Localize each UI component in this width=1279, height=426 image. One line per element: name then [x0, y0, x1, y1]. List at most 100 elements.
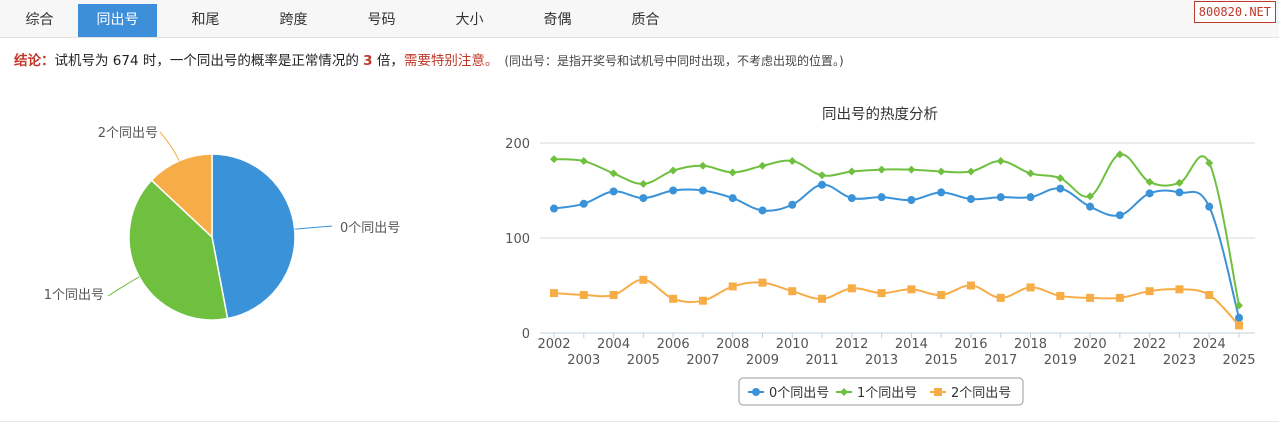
x-tick-label: 2010: [776, 337, 809, 352]
conclusion-note: (同出号：是指开奖号和试机号中同时出现，不考虑出现的位置。): [504, 54, 844, 68]
data-point-1: [639, 179, 648, 188]
conclusion-label: 结论：: [14, 53, 55, 69]
legend-marker-1: [840, 388, 848, 396]
data-point-2: [1235, 321, 1243, 330]
data-point-0: [1026, 193, 1035, 202]
data-point-1: [728, 168, 737, 177]
tab-numbers[interactable]: 号码: [367, 12, 396, 28]
x-tick-label: 2019: [1044, 353, 1077, 368]
legend-label-2: 2个同出号: [951, 386, 1011, 401]
site-watermark: 800820.NET: [1193, 1, 1276, 23]
x-tick-label: 2015: [925, 353, 958, 368]
tab-prime-composite[interactable]: 质合: [631, 12, 660, 28]
chart-legend: 0个同出号 1个同出号 2个同出号: [738, 377, 1024, 406]
data-point-1: [1235, 301, 1243, 310]
line-chart: 同出号的热度分析 0 100 200 200220032004200520062007…: [505, 106, 1256, 406]
data-point-2: [818, 294, 827, 303]
x-tick-label: 2011: [805, 353, 838, 368]
x-tick-label: 2022: [1133, 337, 1166, 352]
data-point-0: [877, 193, 886, 202]
conclusion-text-2: 倍，: [372, 53, 404, 69]
data-point-0: [1205, 202, 1214, 211]
y-tick-label: 200: [505, 137, 530, 152]
pie-connector-0: [294, 225, 333, 230]
x-tick-label: 2018: [1014, 337, 1047, 352]
series-line-2: [553, 278, 1240, 327]
data-point-2: [728, 282, 737, 291]
series-line-1: [553, 153, 1240, 306]
tab-bar: 综合 同出号 和尾 跨度 号码 大小 奇偶 质合: [0, 0, 1279, 38]
x-tick-label: 2016: [954, 337, 987, 352]
data-point-1: [669, 166, 678, 175]
chart-title: 同出号的热度分析: [822, 106, 938, 123]
data-point-1: [1026, 169, 1035, 178]
x-tick-label: 2023: [1163, 353, 1196, 368]
x-tick-label: 2020: [1074, 337, 1107, 352]
data-point-0: [937, 188, 946, 197]
data-point-1: [877, 165, 886, 174]
x-tick-label: 2014: [895, 337, 928, 352]
conclusion-text: 试机号为 674 时，一个同出号的概率是正常情况的: [54, 53, 364, 69]
x-tick-label: 2003: [567, 353, 600, 368]
legend-box: [738, 377, 1024, 406]
x-tick-label: 2012: [835, 337, 868, 352]
data-point-2: [788, 287, 797, 296]
data-point-2: [1115, 293, 1124, 302]
legend-marker-0: [752, 388, 760, 396]
x-tick-label: 2017: [984, 353, 1017, 368]
legend-marker-2: [934, 388, 942, 396]
data-point-2: [1205, 291, 1214, 299]
data-point-0: [550, 204, 558, 213]
data-point-0: [818, 180, 827, 189]
data-point-0: [1235, 313, 1243, 322]
tab-big-small[interactable]: 大小: [455, 12, 484, 28]
tab-same-numbers[interactable]: 同出号: [78, 4, 157, 37]
data-point-1: [698, 161, 707, 170]
data-point-1: [1056, 174, 1065, 183]
data-point-0: [639, 194, 648, 203]
data-point-2: [877, 289, 886, 298]
data-point-0: [788, 200, 797, 209]
tab-sum-tail[interactable]: 和尾: [191, 12, 220, 28]
data-point-1: [550, 155, 558, 164]
data-point-0: [728, 194, 737, 203]
x-tick-label: 2002: [537, 337, 570, 352]
tab-span[interactable]: 跨度: [279, 12, 308, 28]
data-point-0: [579, 199, 588, 208]
tab-overview[interactable]: 综合: [25, 12, 54, 28]
conclusion-multiple: 3: [363, 53, 373, 69]
data-point-2: [669, 294, 678, 303]
data-point-0: [1086, 202, 1095, 211]
data-point-0: [1056, 184, 1065, 193]
x-tick-label: 2005: [627, 353, 660, 368]
y-tick-label: 0: [522, 327, 530, 342]
x-tick-label: 2024: [1193, 337, 1226, 352]
data-point-1: [818, 171, 827, 180]
data-point-0: [758, 206, 767, 215]
data-point-0: [996, 193, 1005, 202]
data-point-0: [609, 187, 618, 196]
legend-label-1: 1个同出号: [857, 386, 917, 401]
x-tick-label: 2007: [686, 353, 719, 368]
data-point-1: [609, 169, 618, 178]
tab-odd-even[interactable]: 奇偶: [543, 12, 572, 28]
data-point-2: [1175, 285, 1184, 294]
pie-connector-2: [159, 131, 180, 162]
data-point-2: [847, 284, 856, 293]
pie-slice-2: [150, 153, 213, 239]
data-point-2: [907, 285, 916, 294]
x-tick-label: 2025: [1222, 353, 1255, 368]
legend-label-0: 0个同出号: [769, 386, 829, 401]
bottom-divider: [0, 421, 1279, 422]
data-point-1: [937, 167, 946, 176]
data-point-2: [1086, 293, 1095, 302]
data-point-1: [1205, 158, 1214, 167]
data-point-1: [579, 157, 588, 166]
data-point-1: [788, 157, 797, 166]
data-point-0: [698, 186, 707, 195]
data-point-2: [639, 275, 648, 284]
pie-slice-1: [128, 179, 229, 321]
data-point-0: [847, 194, 856, 203]
data-point-0: [1175, 188, 1184, 197]
data-point-0: [966, 195, 975, 204]
